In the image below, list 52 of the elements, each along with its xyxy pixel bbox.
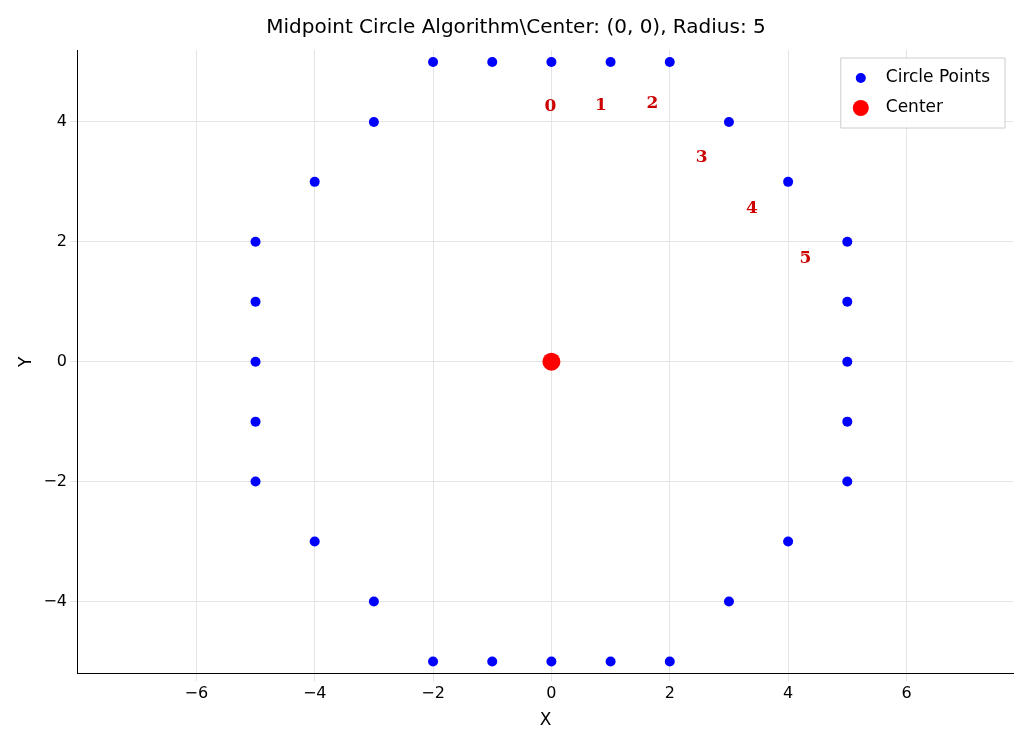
annotation: 0: [544, 95, 557, 116]
point: [542, 352, 561, 371]
point: [250, 416, 261, 427]
point: [487, 56, 498, 67]
point: [368, 596, 379, 607]
point: [605, 656, 616, 667]
annotation: 1: [595, 94, 607, 115]
point: [842, 236, 853, 247]
y-tick-label: 2: [56, 230, 67, 250]
x-tick-label: 0: [546, 683, 557, 703]
annotation: 5: [799, 246, 812, 267]
point: [368, 116, 379, 127]
point: [428, 56, 439, 67]
x-tick-label: 2: [664, 683, 675, 703]
point: [783, 176, 794, 187]
point: [309, 176, 320, 187]
y-tick-label: −4: [43, 590, 67, 610]
point: [546, 656, 557, 667]
point: [723, 596, 734, 607]
annotation: 3: [695, 146, 708, 167]
y-tick-label: −2: [43, 470, 67, 490]
x-tick-label: −4: [302, 683, 327, 703]
point: [842, 356, 853, 367]
point: [309, 536, 320, 547]
x-tick-label: −2: [421, 683, 445, 703]
y-tick-label: 0: [56, 350, 67, 370]
legend-label: Circle Points: [885, 66, 991, 87]
point: [428, 656, 439, 667]
point: [842, 476, 853, 487]
point: [487, 656, 498, 667]
y-tick-label: 4: [56, 111, 67, 131]
point: [842, 296, 853, 307]
point: [783, 536, 794, 547]
y-axis-title: Y: [14, 355, 35, 368]
point: [250, 296, 261, 307]
x-tick-label: −6: [184, 683, 209, 703]
annotation: 4: [746, 197, 759, 218]
x-tick-label: 4: [783, 683, 794, 703]
point: [250, 236, 261, 247]
x-tick-label: 6: [901, 683, 912, 703]
point: [546, 56, 557, 67]
point: [605, 56, 616, 67]
annotation: 2: [646, 91, 659, 112]
point: [664, 56, 675, 67]
point: [250, 356, 261, 367]
point: [250, 476, 261, 487]
legend-label: Center: [885, 96, 944, 117]
chart-title: Midpoint Circle Algorithm\Center: (0, 0), Radius: 5: [266, 14, 766, 39]
x-axis-title: X: [539, 709, 552, 730]
point: [664, 656, 675, 667]
point: [723, 116, 734, 127]
point: [842, 416, 853, 427]
